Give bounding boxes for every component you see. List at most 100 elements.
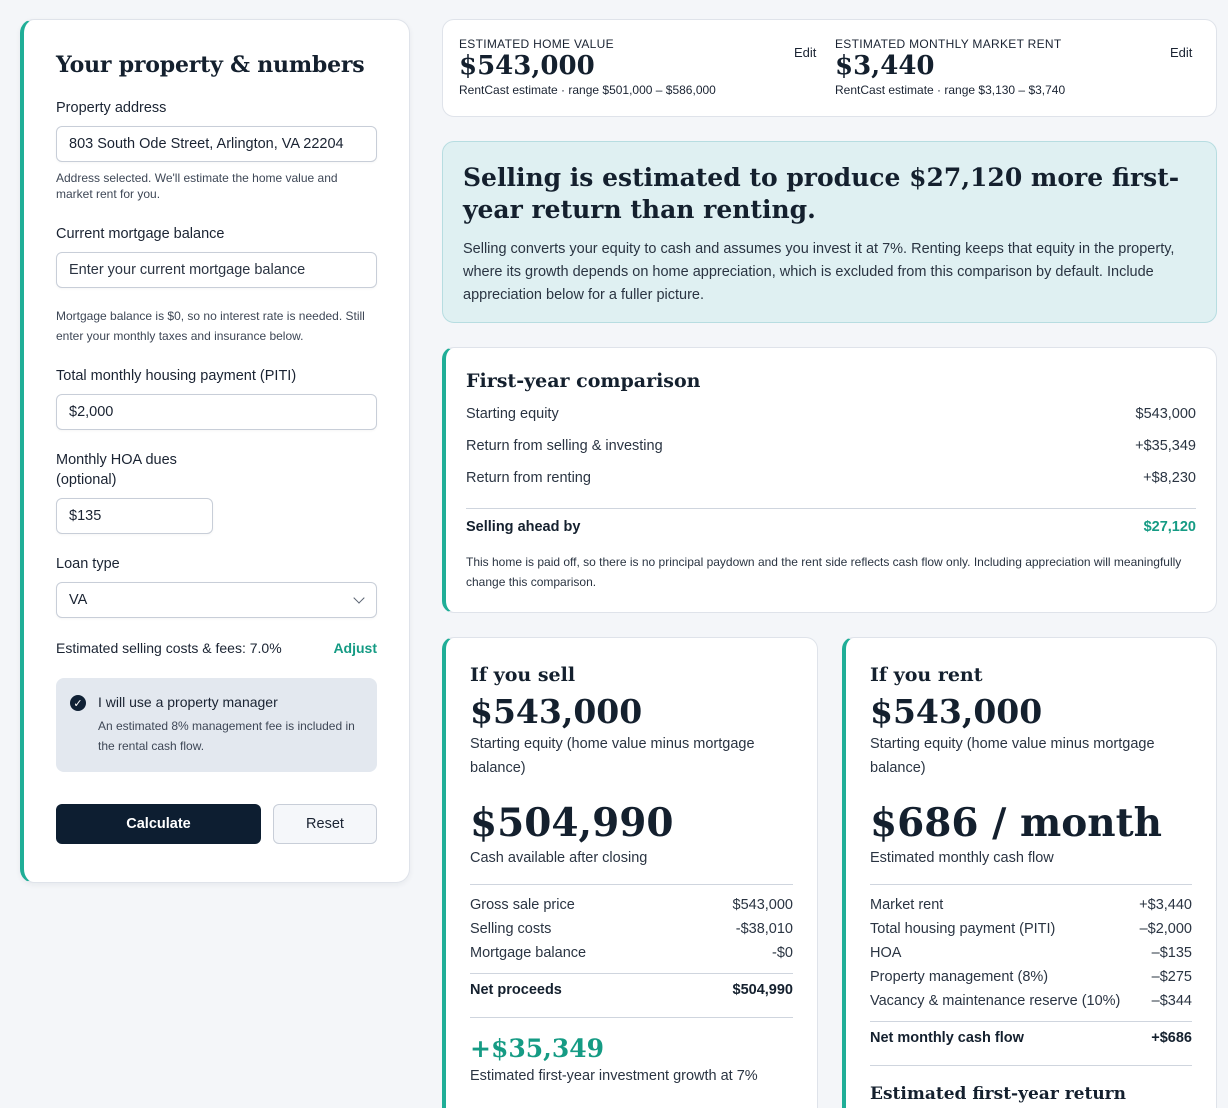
comparison-row: Return from renting +$8,230 — [466, 470, 1196, 502]
table-row: Gross sale price $543,000 — [470, 897, 793, 921]
edit-market-rent-button[interactable]: Edit — [1170, 45, 1193, 60]
row-value: -$0 — [772, 945, 793, 961]
row-label: Property management (8%) — [870, 969, 1049, 985]
address-label: Property address — [56, 100, 167, 116]
market-rent-range: RentCast estimate · range $3,130 – $3,74… — [835, 83, 1066, 97]
loan-type-value[interactable]: VA — [56, 582, 377, 618]
result-headline: Selling is estimated to produce $27,120 … — [463, 163, 1180, 224]
calculate-button[interactable]: Calculate — [56, 804, 261, 844]
form-title: Your property & numbers — [56, 52, 365, 78]
selling-costs-row: Estimated selling costs & fees: 7.0% Adj… — [56, 640, 377, 656]
table-row: Total housing payment (PITI) –$2,000 — [870, 921, 1192, 945]
table-row: Market rent +$3,440 — [870, 897, 1192, 921]
row-label: Selling costs — [470, 921, 552, 937]
row-value: –$2,000 — [1139, 921, 1192, 937]
sell-growth-value: +$35,349 — [470, 1034, 605, 1063]
checkbox-checked-icon[interactable]: ✓ — [70, 695, 86, 711]
table-row: Property management (8%) –$275 — [870, 969, 1192, 993]
edit-home-value-button[interactable]: Edit — [794, 45, 817, 60]
rent-cashflow-caption: Estimated monthly cash flow — [870, 850, 1054, 866]
comparison-total-label: Selling ahead by — [466, 519, 581, 535]
row-label: HOA — [870, 945, 902, 961]
comparison-row: Starting equity $543,000 — [466, 406, 1196, 438]
rent-monthly-cashflow: $686 / month — [870, 800, 1162, 846]
result-headline-card: Selling is estimated to produce $27,120 … — [442, 141, 1217, 323]
row-label: Total housing payment (PITI) — [870, 921, 1056, 937]
net-cashflow-row: Net monthly cash flow +$686 — [870, 1021, 1192, 1059]
comparison-row: Return from selling & investing +$35,349 — [466, 438, 1196, 470]
row-value: +$686 — [1151, 1030, 1192, 1046]
market-rent-amount: $3,440 — [835, 51, 935, 81]
rent-breakdown: Market rent +$3,440 Total housing payment… — [870, 884, 1192, 1059]
sell-scenario-card: If you sell $543,000 Starting equity (ho… — [442, 637, 818, 1108]
sell-growth: +$35,349 Estimated first-year investment… — [470, 1017, 793, 1088]
rent-scenario-card: If you rent $543,000 Starting equity (ho… — [842, 637, 1217, 1108]
estimates-card: ESTIMATED HOME VALUE $543,000 RentCast e… — [442, 19, 1217, 117]
adjust-link[interactable]: Adjust — [333, 640, 377, 656]
home-value-range: RentCast estimate · range $501,000 – $58… — [459, 83, 716, 97]
address-help: Address selected. We'll estimate the hom… — [56, 171, 338, 201]
comparison-row-label: Return from selling & investing — [466, 438, 663, 454]
sell-cash-available: $504,990 — [470, 800, 674, 846]
row-label: Net proceeds — [470, 982, 562, 998]
table-row: Selling costs -$38,010 — [470, 921, 793, 945]
comparison-note: This home is paid off, so there is no pr… — [466, 555, 1182, 589]
sell-breakdown: Gross sale price $543,000 Selling costs -$… — [470, 884, 793, 1011]
row-value: –$344 — [1151, 993, 1192, 1009]
comparison-row-label: Starting equity — [466, 406, 559, 422]
property-manager-label: I will use a property manager — [98, 694, 278, 710]
hoa-label: Monthly HOA dues — [56, 452, 177, 468]
mortgage-label: Current mortgage balance — [56, 226, 225, 242]
hoa-optional-label: (optional) — [56, 472, 117, 488]
mortgage-input[interactable] — [56, 252, 377, 288]
property-manager-option[interactable]: ✓ I will use a property manager An estim… — [56, 678, 377, 772]
comparison-row-value: $543,000 — [1135, 406, 1196, 422]
rent-starting-equity: $543,000 — [870, 692, 1043, 731]
market-rent-estimate: ESTIMATED MONTHLY MARKET RENT $3,440 Ren… — [835, 37, 1065, 97]
net-proceeds-row: Net proceeds $504,990 — [470, 973, 793, 1011]
mortgage-help: Mortgage balance is $0, so no interest r… — [56, 309, 365, 343]
address-input[interactable] — [56, 126, 377, 162]
rent-equity-caption: Starting equity (home value minus mortga… — [870, 736, 1155, 776]
comparison-total-row: Selling ahead by $27,120 — [466, 508, 1196, 550]
row-value: $504,990 — [732, 982, 793, 998]
table-row: Mortgage balance -$0 — [470, 945, 793, 969]
home-value-estimate: ESTIMATED HOME VALUE $543,000 RentCast e… — [459, 37, 716, 97]
hoa-input[interactable] — [56, 498, 213, 534]
sell-starting-equity: $543,000 — [470, 692, 643, 731]
result-explanation: Selling converts your equity to cash and… — [463, 241, 1175, 303]
row-value: –$135 — [1151, 945, 1192, 961]
comparison-row-label: Return from renting — [466, 470, 591, 486]
rent-title: If you rent — [870, 664, 983, 686]
rent-first-year-return-heading: Estimated first-year return — [870, 1065, 1192, 1104]
loan-type-select[interactable]: VA — [56, 582, 377, 618]
row-label: Mortgage balance — [470, 945, 587, 961]
row-label: Market rent — [870, 897, 944, 913]
home-value-amount: $543,000 — [459, 51, 595, 81]
table-row: HOA –$135 — [870, 945, 1192, 969]
comparison-row-value: +$35,349 — [1135, 438, 1196, 454]
sell-equity-caption: Starting equity (home value minus mortga… — [470, 736, 755, 776]
row-label: Net monthly cash flow — [870, 1030, 1024, 1046]
piti-label: Total monthly housing payment (PITI) — [56, 368, 297, 384]
comparison-total-value: $27,120 — [1143, 519, 1196, 535]
market-rent-label: ESTIMATED MONTHLY MARKET RENT — [835, 37, 1062, 51]
selling-costs-text: Estimated selling costs & fees: 7.0% — [56, 640, 282, 656]
property-manager-desc: An estimated 8% management fee is includ… — [98, 719, 355, 753]
reset-button[interactable]: Reset — [273, 804, 377, 844]
comparison-title: First-year comparison — [466, 370, 701, 392]
row-value: +$3,440 — [1139, 897, 1192, 913]
sell-title: If you sell — [470, 664, 576, 686]
row-label: Gross sale price — [470, 897, 575, 913]
first-year-comparison-card: First-year comparison Starting equity $5… — [442, 347, 1217, 613]
property-form-card: Your property & numbers Property address… — [20, 19, 410, 883]
row-label: Vacancy & maintenance reserve (10%) — [870, 993, 1121, 1009]
row-value: –$275 — [1151, 969, 1192, 985]
sell-growth-caption: Estimated first-year investment growth a… — [470, 1068, 758, 1084]
form-actions: Calculate Reset — [56, 804, 377, 844]
row-value: $543,000 — [732, 897, 793, 913]
piti-input[interactable] — [56, 394, 377, 430]
comparison-row-value: +$8,230 — [1143, 470, 1196, 486]
table-row: Vacancy & maintenance reserve (10%) –$344 — [870, 993, 1192, 1017]
loan-type-label: Loan type — [56, 556, 120, 572]
